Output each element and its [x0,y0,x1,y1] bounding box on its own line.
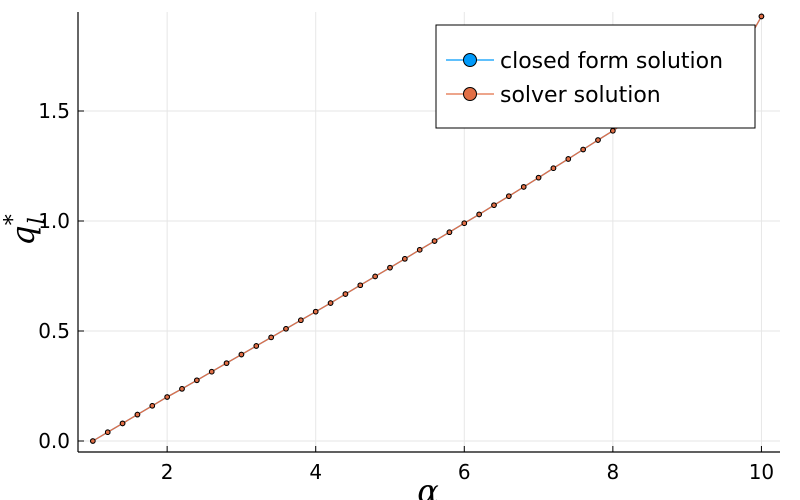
data-point [104,429,111,436]
data-point [387,264,393,271]
data-point [506,193,512,199]
tick-labels: 2 4 6 8 10 0.0 0.5 1.0 1.5 [38,99,774,484]
data-point [253,343,260,349]
data-point [491,202,497,208]
y-tick-label: 0.5 [38,319,70,343]
data-point [610,128,616,134]
x-tick-label: 4 [309,460,322,484]
y-tick-label: 1.0 [38,209,70,233]
data-point [595,137,601,143]
data-point [520,184,527,190]
data-point [298,317,304,324]
y-tick-label: 1.5 [38,99,70,123]
y-axis-label: q*l [1,214,50,245]
data-point [461,220,468,226]
data-point [758,13,765,20]
data-point [134,411,141,418]
data-point [550,165,557,171]
legend-marker [463,87,477,101]
data-point [164,394,170,400]
data-point [565,156,572,162]
x-tick-label: 2 [161,460,174,484]
data-point [149,403,156,409]
data-point [268,334,274,341]
x-tick-label: 6 [458,460,471,484]
data-point [179,386,185,392]
data-point [342,291,349,297]
data-point [119,420,126,427]
x-axis-label: α [417,472,439,500]
data-point [372,273,378,280]
legend-marker [463,53,477,67]
legend-box [435,24,756,129]
data-point [90,438,96,444]
legend-label: solver solution [500,83,661,108]
data-point [431,238,438,244]
y-axis-label-subscript: l [25,217,50,224]
data-point [283,326,289,332]
y-tick-label: 0.0 [38,429,70,453]
legend: closed form solution solver solution [435,24,756,129]
y-axis-label-base: q [4,225,42,245]
data-point [535,174,542,181]
data-point [357,282,364,289]
data-point [416,247,423,253]
x-tick-label: 10 [749,460,774,484]
data-point [476,211,482,218]
x-tick-label: 8 [606,460,619,484]
data-point [327,300,334,306]
data-point [208,368,215,375]
data-point [194,377,200,384]
svg-text:q*l: q*l [1,214,50,245]
data-point [238,351,245,358]
y-axis-label-superscript: * [1,214,26,225]
data-point [402,256,408,262]
data-point [312,308,319,315]
axes [77,12,780,453]
legend-label: closed form solution [500,49,723,74]
data-point [223,360,230,366]
data-point [446,229,453,236]
data-point [580,146,586,153]
